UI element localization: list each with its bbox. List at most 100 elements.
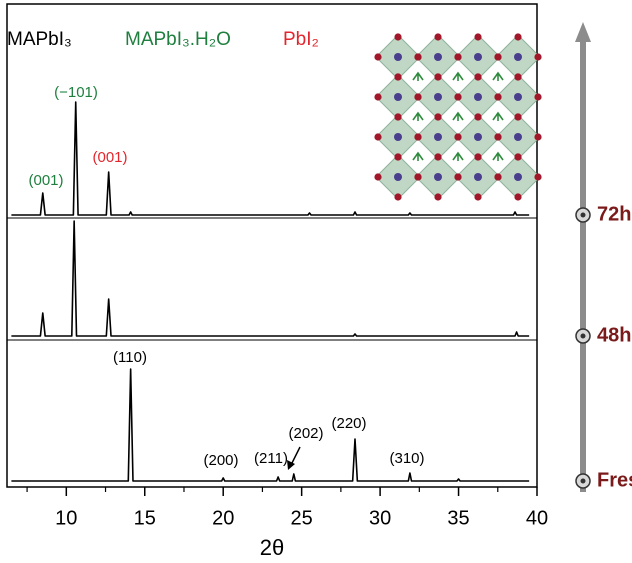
legend-entry: MAPbI₃.H₂O <box>125 29 231 50</box>
iodine-atom <box>374 133 382 141</box>
xrd-pattern <box>11 220 530 337</box>
iodine-atom <box>394 193 402 201</box>
legend-entry: PbI₂ <box>283 29 319 50</box>
x-tick-label: 35 <box>447 507 469 529</box>
peak-label: (001) <box>28 172 63 189</box>
peak-label: (001) <box>92 149 127 166</box>
iodine-atom <box>474 153 482 161</box>
iodine-atom <box>374 173 382 181</box>
iodine-atom <box>434 113 442 121</box>
time-marker-dot <box>580 478 586 484</box>
organic-cation <box>452 111 464 121</box>
lead-atom <box>394 53 402 61</box>
lead-atom <box>514 53 522 61</box>
iodine-atom <box>494 133 502 141</box>
x-axis-label: 2θ <box>260 535 284 560</box>
peak-label: (110) <box>113 349 147 366</box>
iodine-atom <box>494 173 502 181</box>
x-tick-label: 10 <box>55 507 77 529</box>
iodine-atom <box>454 173 462 181</box>
plot-frame <box>6 3 538 488</box>
iodine-atom <box>394 153 402 161</box>
x-tick-label: 25 <box>291 507 313 529</box>
time-arrow-head <box>575 22 591 42</box>
iodine-atom <box>454 93 462 101</box>
x-tick-label: 15 <box>134 507 156 529</box>
annotation-arrow-head <box>287 460 295 470</box>
iodine-atom <box>534 93 542 101</box>
panel-label: 48h <box>597 324 631 346</box>
xrd-pattern <box>11 368 530 482</box>
lead-atom <box>514 93 522 101</box>
iodine-atom <box>374 53 382 61</box>
time-marker-dot <box>580 333 586 339</box>
lead-atom <box>394 93 402 101</box>
iodine-atom <box>514 33 522 41</box>
iodine-atom <box>454 133 462 141</box>
x-tick-label: 20 <box>212 507 234 529</box>
iodine-atom <box>394 73 402 81</box>
iodine-atom <box>454 53 462 61</box>
iodine-atom <box>474 113 482 121</box>
organic-cation <box>492 111 504 121</box>
lead-atom <box>474 93 482 101</box>
lead-atom <box>434 173 442 181</box>
iodine-atom <box>434 153 442 161</box>
organic-cation <box>412 111 424 121</box>
lead-atom <box>394 173 402 181</box>
lead-atom <box>514 133 522 141</box>
iodine-atom <box>534 173 542 181</box>
iodine-atom <box>514 73 522 81</box>
iodine-atom <box>494 93 502 101</box>
organic-cation <box>452 151 464 161</box>
annotation-arrow <box>290 446 301 466</box>
x-tick-label: 40 <box>526 507 548 529</box>
organic-cation <box>492 151 504 161</box>
iodine-atom <box>434 193 442 201</box>
iodine-atom <box>474 73 482 81</box>
iodine-atom <box>414 133 422 141</box>
lead-atom <box>434 53 442 61</box>
iodine-atom <box>374 93 382 101</box>
iodine-atom <box>514 113 522 121</box>
iodine-atom <box>414 53 422 61</box>
time-marker-dot <box>580 212 586 218</box>
panel-label: 72h <box>597 203 631 225</box>
organic-cation <box>412 151 424 161</box>
peak-label: (200) <box>203 452 238 469</box>
iodine-atom <box>414 93 422 101</box>
peak-label: (−101) <box>54 84 98 101</box>
iodine-atom <box>474 193 482 201</box>
peak-label: (220) <box>331 415 366 432</box>
panel-label: Fresh <box>597 469 632 491</box>
organic-cation <box>492 71 504 81</box>
xrd-pattern <box>11 101 530 216</box>
iodine-atom <box>494 53 502 61</box>
lead-atom <box>434 133 442 141</box>
lead-atom <box>474 173 482 181</box>
iodine-atom <box>394 33 402 41</box>
iodine-atom <box>434 73 442 81</box>
organic-cation <box>412 71 424 81</box>
iodine-atom <box>514 193 522 201</box>
lead-atom <box>394 133 402 141</box>
lead-atom <box>514 173 522 181</box>
peak-label: (211) <box>254 450 288 467</box>
iodine-atom <box>394 113 402 121</box>
peak-label: (202) <box>288 425 323 442</box>
lead-atom <box>474 53 482 61</box>
iodine-atom <box>534 53 542 61</box>
lead-atom <box>434 93 442 101</box>
iodine-atom <box>434 33 442 41</box>
peak-label: (310) <box>389 450 424 467</box>
iodine-atom <box>474 33 482 41</box>
crystal-structure-inset <box>374 33 542 201</box>
iodine-atom <box>414 173 422 181</box>
organic-cation <box>452 71 464 81</box>
legend-entry: MAPbI₃ <box>7 29 72 50</box>
lead-atom <box>474 133 482 141</box>
iodine-atom <box>534 133 542 141</box>
iodine-atom <box>514 153 522 161</box>
x-tick-label: 30 <box>369 507 391 529</box>
